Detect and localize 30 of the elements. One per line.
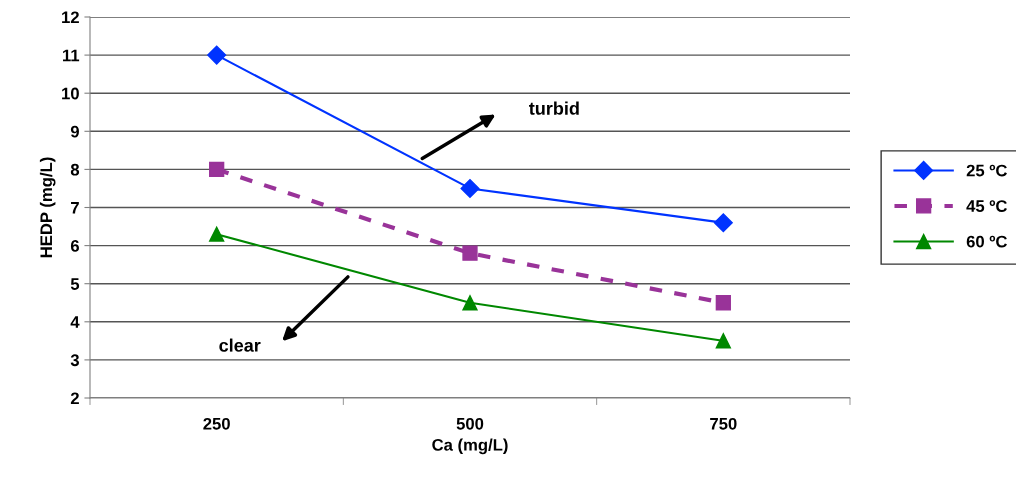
annotation: turbid	[529, 101, 579, 115]
x-tick-label: 750	[710, 417, 737, 430]
y-tick-label: 9	[70, 125, 79, 138]
y-axis-title: HEDP (mg/L)	[39, 157, 56, 258]
y-tick-label: 10	[62, 87, 79, 100]
point	[715, 295, 731, 311]
x-tick-label: 500	[456, 417, 484, 430]
point	[713, 213, 733, 233]
point	[207, 45, 227, 65]
x-tick-label: 250	[203, 417, 230, 430]
y-tick-label: 12	[62, 11, 79, 24]
point	[209, 161, 225, 178]
x-axis-title: Ca (mg/L)	[432, 438, 508, 455]
legend-label: 45 ºC	[966, 200, 1007, 212]
annotation: clear	[219, 338, 261, 352]
y-tick-label: 11	[63, 49, 80, 62]
point	[209, 226, 225, 242]
y-tick-label: 3	[70, 354, 79, 367]
y-tick-label: 4	[70, 316, 80, 328]
legend-label: 25 ºC	[966, 164, 1007, 177]
y-tick-label: 7	[71, 202, 79, 214]
y-tick-label: 8	[70, 163, 80, 176]
point	[462, 295, 478, 311]
point	[715, 333, 731, 349]
y-tick-label: 2	[70, 392, 79, 405]
legend-label: 60 ºC	[966, 235, 1007, 248]
point	[462, 245, 478, 261]
y-tick-label: 5	[70, 278, 80, 290]
y-tick-label: 6	[70, 240, 79, 252]
point	[460, 178, 480, 198]
